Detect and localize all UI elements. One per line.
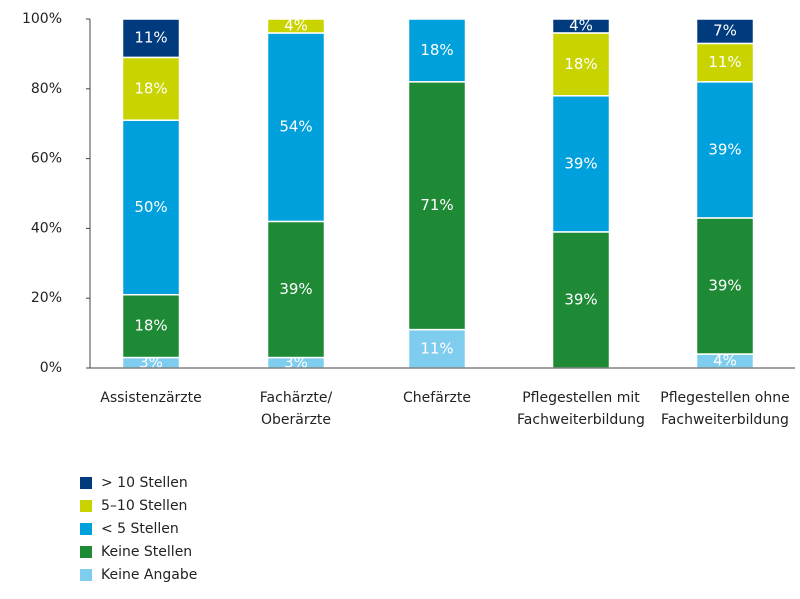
value-label: 18% xyxy=(420,41,453,59)
value-label: 11% xyxy=(420,339,453,357)
value-label: 71% xyxy=(420,196,453,214)
bar-segment xyxy=(407,81,467,331)
legend-swatch xyxy=(80,500,92,512)
value-label: 7% xyxy=(713,22,737,40)
y-tick-label: 100% xyxy=(22,11,62,27)
y-tick-label: 60% xyxy=(31,151,62,167)
legend-label: < 5 Stellen xyxy=(101,521,179,537)
bar-segment xyxy=(266,32,326,223)
bar-segment xyxy=(121,119,181,296)
value-label: 39% xyxy=(564,290,597,308)
y-tick-label: 80% xyxy=(31,81,62,97)
bar-segment xyxy=(551,231,611,369)
value-label: 18% xyxy=(134,79,167,97)
bar-segment xyxy=(266,220,326,359)
bar-segment xyxy=(551,18,611,34)
value-label: 39% xyxy=(564,154,597,172)
y-tick-label: 40% xyxy=(31,220,62,236)
y-tick-label: 20% xyxy=(31,290,62,306)
value-label: 11% xyxy=(708,53,741,71)
x-tick-label: Assistenzärzte xyxy=(100,390,201,406)
x-tick-label: Pflegestellen ohne Fachweiterbildung xyxy=(660,390,789,428)
x-tick-label: Pflegestellen mit Fachweiterbildung xyxy=(517,390,645,428)
value-label: 39% xyxy=(279,280,312,298)
legend-swatch xyxy=(80,569,92,581)
legend-label: > 10 Stellen xyxy=(101,475,188,491)
legend-swatch xyxy=(80,523,92,535)
value-label: 18% xyxy=(564,55,597,73)
value-label: 54% xyxy=(279,118,312,136)
value-label: 4% xyxy=(284,16,308,34)
bar-segment xyxy=(695,18,755,45)
value-label: 39% xyxy=(708,140,741,158)
bar-segment xyxy=(551,95,611,233)
legend-swatch xyxy=(80,546,92,558)
value-label: 39% xyxy=(708,276,741,294)
bar-segment xyxy=(695,217,755,355)
value-label: 11% xyxy=(134,29,167,47)
value-label: 4% xyxy=(713,352,737,370)
bar-segment xyxy=(121,18,181,59)
x-tick-label: Fachärzte/Oberärzte xyxy=(260,390,333,428)
x-tick-label: Chefärzte xyxy=(403,390,471,406)
value-label: 18% xyxy=(134,317,167,335)
value-label: 4% xyxy=(569,16,593,34)
bar-segment xyxy=(266,18,326,34)
legend-swatch xyxy=(80,477,92,489)
bar-segment xyxy=(695,81,755,219)
value-label: 50% xyxy=(134,198,167,216)
y-tick-label: 0% xyxy=(40,360,62,376)
legend-label: Keine Stellen xyxy=(101,544,192,560)
legend-label: Keine Angabe xyxy=(101,567,197,583)
bar-segment xyxy=(407,18,467,83)
bar-segment xyxy=(121,293,181,359)
legend-label: 5–10 Stellen xyxy=(101,498,187,514)
